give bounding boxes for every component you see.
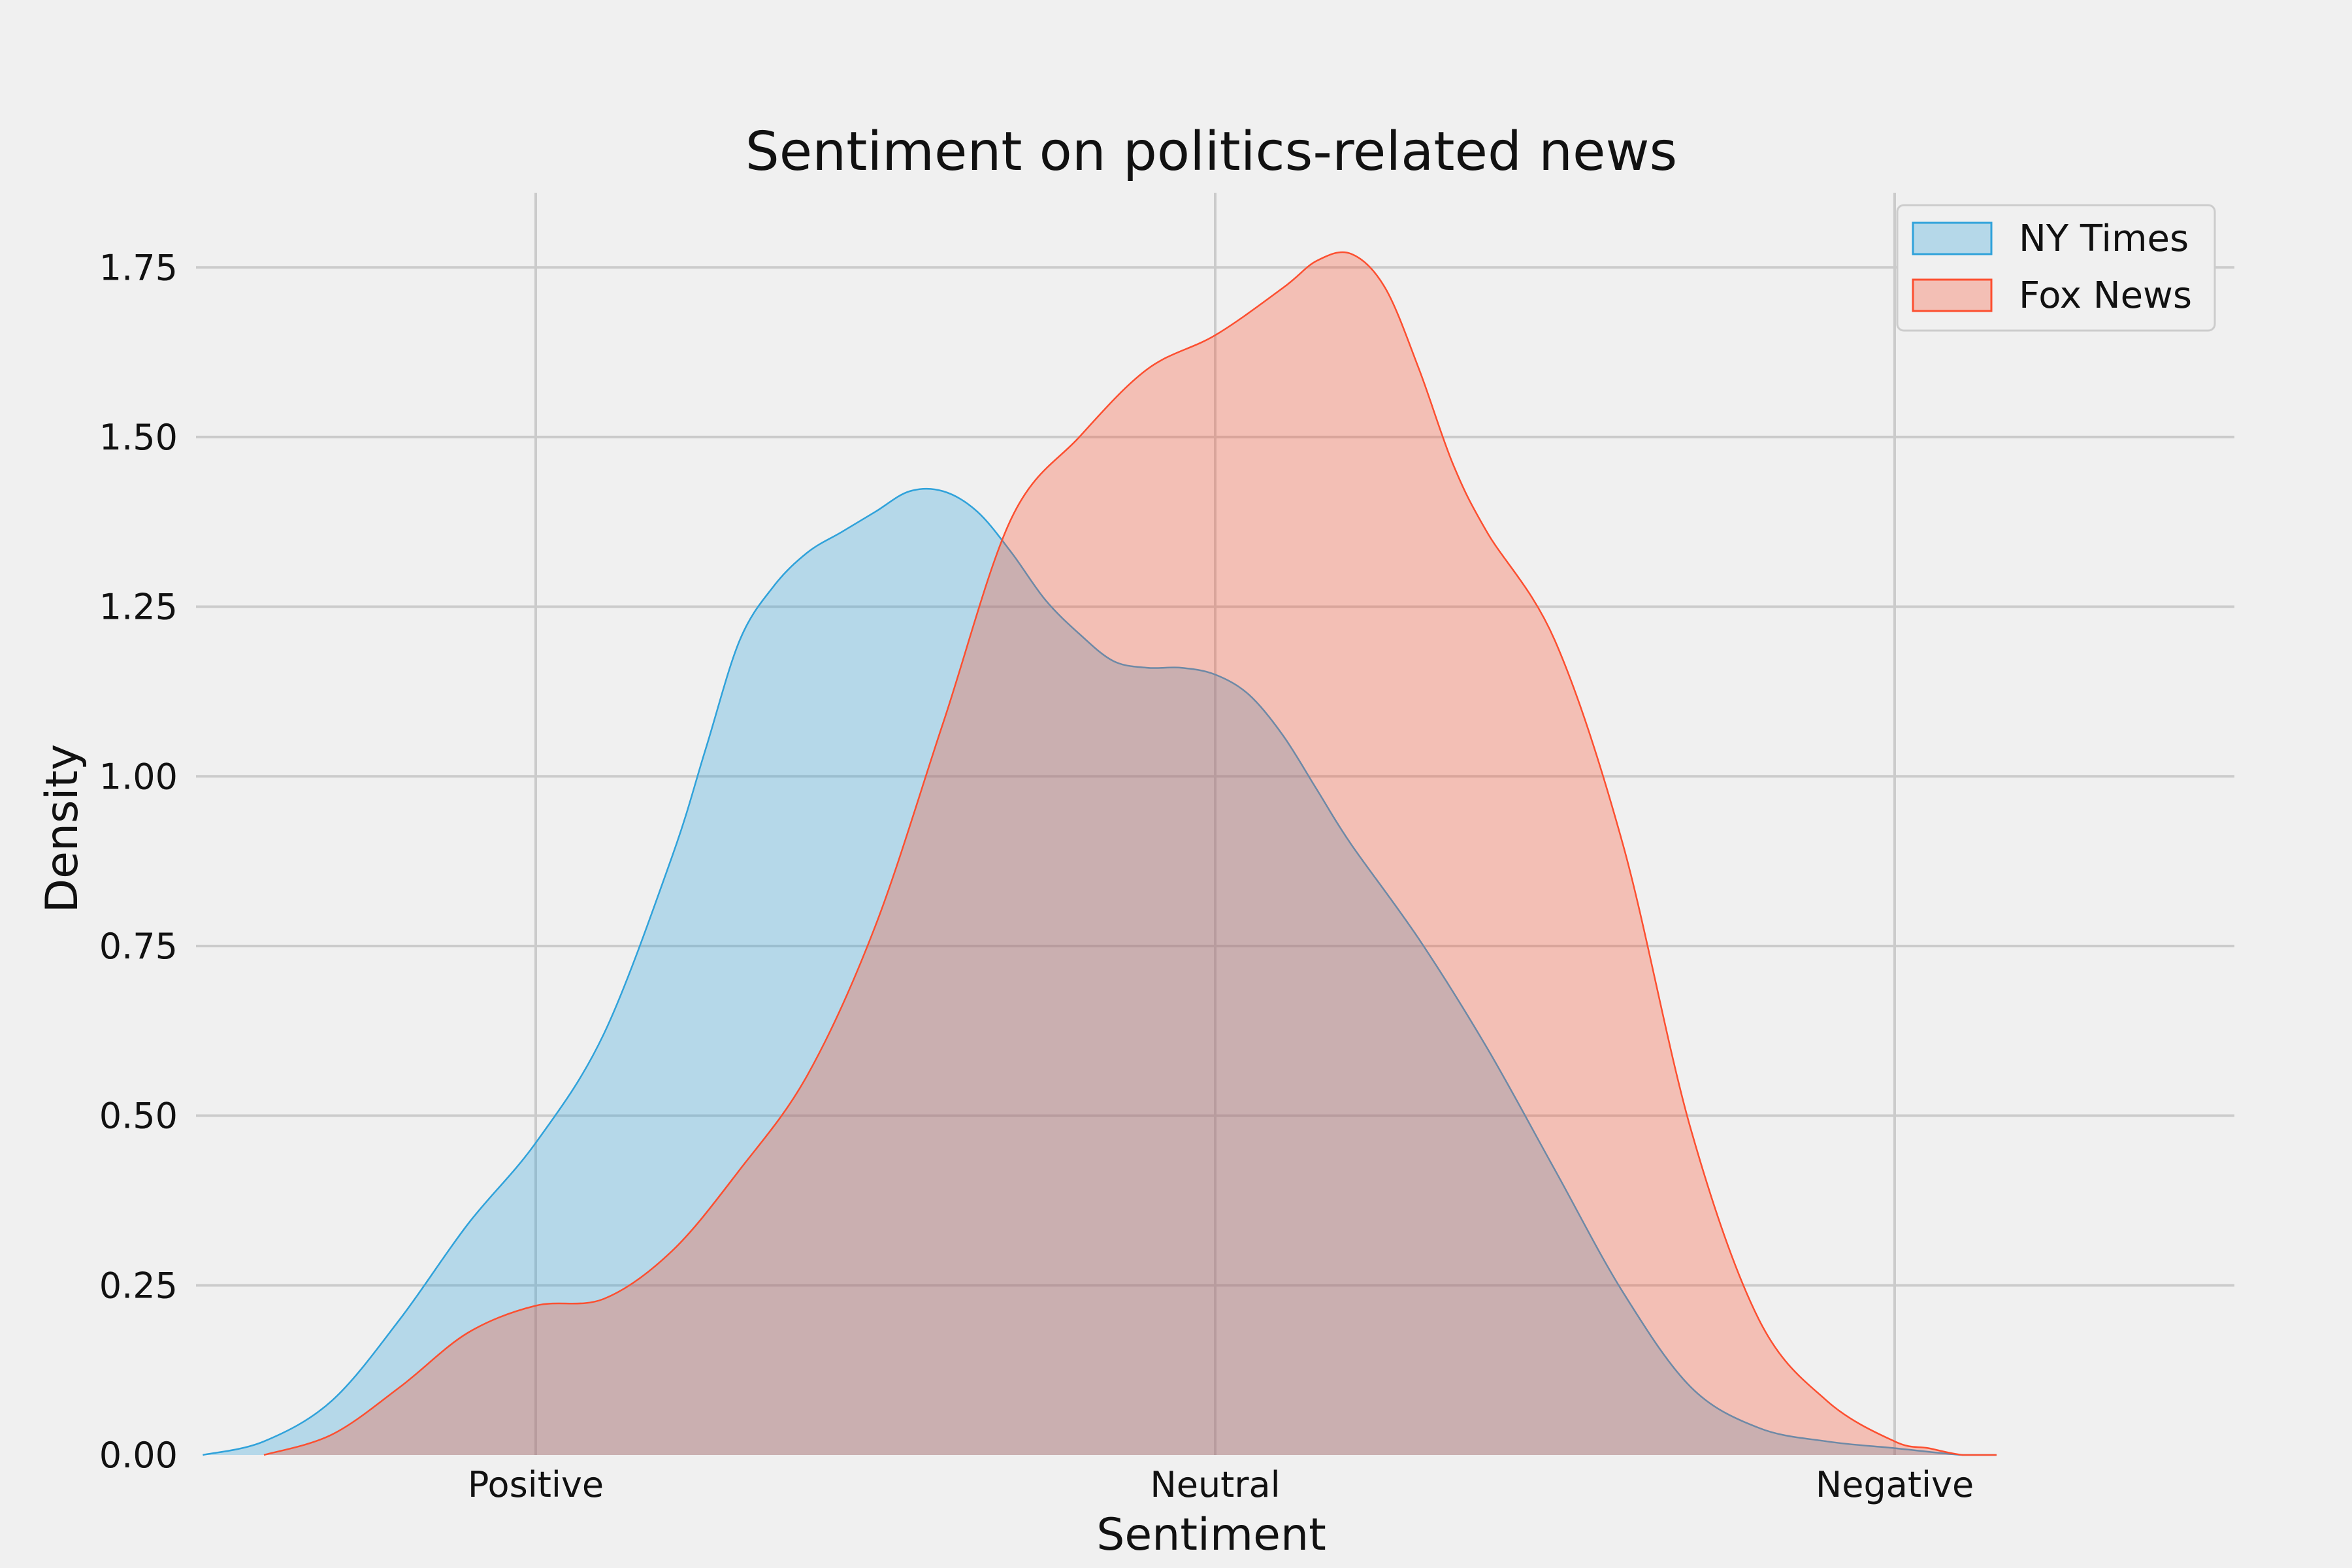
y-tick-label: 0.00 bbox=[99, 1435, 178, 1476]
legend-swatch-fox-news bbox=[1912, 278, 1993, 312]
y-tick-label: 0.50 bbox=[99, 1096, 178, 1137]
chart-title: Sentiment on politics-related news bbox=[745, 121, 1678, 183]
y-tick-label: 0.25 bbox=[99, 1265, 178, 1306]
legend-label-fox-news: Fox News bbox=[2019, 274, 2192, 317]
x-tick-label: Negative bbox=[1816, 1464, 1974, 1505]
area-ny-times bbox=[203, 489, 1997, 1455]
y-tick-label: 1.25 bbox=[99, 587, 178, 628]
x-tick-label: Neutral bbox=[1150, 1464, 1280, 1505]
legend-label-ny-times: NY Times bbox=[2019, 218, 2189, 260]
line-ny-times bbox=[203, 487, 1997, 1456]
x-tick-label: Positive bbox=[468, 1464, 604, 1505]
grid bbox=[196, 193, 2234, 1455]
legend: NY Times Fox News bbox=[1896, 204, 2216, 332]
series-areas bbox=[203, 251, 1997, 1456]
y-axis-label: Density bbox=[37, 744, 88, 913]
y-tick-label: 0.75 bbox=[99, 926, 178, 967]
area-fox-news bbox=[264, 252, 1997, 1456]
tick-labels: 0.00 0.25 0.50 0.75 1.00 1.25 1.50 1.75 Positive… bbox=[99, 247, 1974, 1505]
line-fox-news bbox=[263, 251, 1997, 1456]
legend-swatch-ny-times bbox=[1912, 221, 1993, 255]
y-tick-label: 1.75 bbox=[99, 247, 178, 288]
y-tick-label: 1.50 bbox=[99, 417, 178, 458]
x-axis-label: Sentiment bbox=[1096, 1509, 1326, 1561]
legend-box bbox=[1896, 204, 2216, 332]
y-tick-label: 1.00 bbox=[99, 756, 178, 797]
